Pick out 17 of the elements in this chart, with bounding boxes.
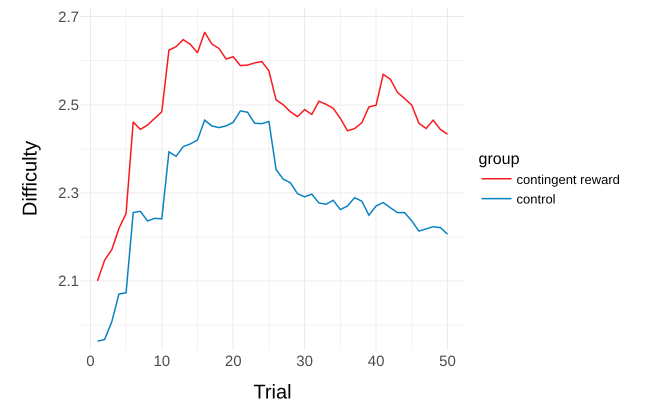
x-tick-label: 40 bbox=[368, 353, 384, 370]
x-tick-label: 30 bbox=[296, 353, 313, 370]
legend-title: group bbox=[478, 150, 520, 168]
y-tick-label: 2.1 bbox=[58, 273, 79, 290]
y-axis-title: Difficulty bbox=[20, 140, 42, 216]
line-series bbox=[96, 31, 448, 282]
y-tick-label: 2.5 bbox=[58, 97, 79, 114]
x-tick-label: 20 bbox=[224, 353, 242, 370]
x-tick-label: 0 bbox=[86, 353, 95, 370]
x-tick-label: 50 bbox=[439, 353, 456, 370]
y-tick-label: 2.7 bbox=[58, 8, 79, 26]
x-tick-label: 10 bbox=[153, 353, 170, 370]
y-tick-label: 2.3 bbox=[58, 185, 79, 202]
line-series bbox=[96, 110, 448, 342]
legend-label: contingent reward bbox=[516, 172, 620, 187]
x-axis-title: Trial bbox=[253, 382, 292, 404]
legend-label: control bbox=[516, 192, 556, 207]
